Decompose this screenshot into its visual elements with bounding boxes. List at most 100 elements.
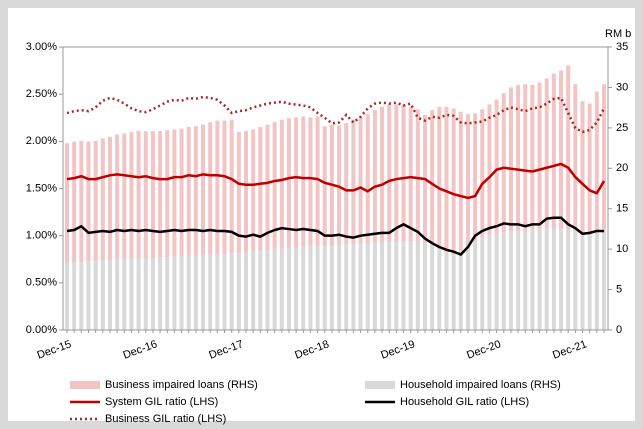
bar (129, 258, 134, 330)
legend-label: Business GIL ratio (LHS) (105, 413, 226, 425)
bar (229, 253, 234, 330)
bar (143, 131, 148, 259)
y2-tick-label: 25 (616, 122, 628, 134)
bar (136, 131, 141, 259)
bar (65, 143, 69, 263)
bar (537, 82, 542, 229)
bar (508, 231, 513, 330)
bar (179, 128, 184, 257)
bar (523, 84, 528, 231)
bar (72, 141, 77, 263)
bar (329, 245, 334, 330)
bar (580, 232, 585, 330)
bar (143, 258, 148, 330)
bar (573, 84, 578, 232)
bar (236, 131, 241, 254)
bar (444, 106, 449, 253)
bar (172, 129, 177, 257)
bar (229, 119, 234, 254)
bar (265, 124, 270, 250)
bar (587, 231, 592, 330)
bar (86, 141, 91, 262)
bar (516, 231, 521, 330)
y-tick-label: 1.50% (26, 182, 57, 194)
legend-label: Business impaired loans (RHS) (105, 379, 258, 391)
bar (322, 245, 327, 330)
bar (158, 131, 163, 258)
bar (201, 254, 206, 330)
bar (537, 228, 542, 330)
bar (100, 138, 105, 261)
bar (301, 246, 306, 330)
bar (487, 234, 492, 330)
bar (136, 258, 141, 330)
bar (236, 253, 241, 330)
bar (115, 134, 120, 260)
bar (437, 249, 442, 330)
bar (516, 85, 521, 232)
bar (286, 118, 291, 248)
bar (351, 119, 356, 245)
y2-tick-label: 35 (616, 41, 628, 53)
bar (401, 241, 406, 330)
bar (465, 114, 470, 246)
bar (193, 126, 198, 256)
bar (150, 258, 155, 330)
bar (193, 255, 198, 330)
bar (107, 136, 112, 261)
bar (394, 104, 399, 242)
y-tick-label: 2.50% (26, 88, 57, 100)
bar (365, 243, 370, 330)
legend-label: Household GIL ratio (LHS) (400, 396, 529, 408)
bar (79, 262, 84, 330)
line (66, 216, 604, 257)
bar (93, 140, 98, 262)
bar (573, 231, 578, 330)
bar (394, 241, 399, 330)
line (66, 162, 606, 200)
bar (473, 113, 478, 242)
bar (315, 245, 320, 330)
bar (165, 257, 170, 330)
y2-tick-label: 15 (616, 203, 628, 215)
bar (308, 117, 313, 247)
y2-tick-label: 0 (616, 324, 622, 336)
bar (401, 104, 406, 242)
bar (480, 109, 485, 238)
bar (93, 261, 98, 330)
bar (344, 123, 349, 245)
bar (122, 259, 127, 330)
bar (244, 252, 248, 330)
bar (408, 106, 413, 242)
bar (594, 91, 599, 231)
bar (444, 252, 449, 330)
bar (380, 106, 385, 243)
bar (107, 260, 112, 330)
bar (265, 249, 270, 330)
bar (215, 120, 220, 254)
bar (337, 125, 342, 246)
y-tick-label: 0.50% (26, 277, 57, 289)
bar (508, 87, 513, 232)
bar (100, 260, 105, 330)
legend-label: Household impaired loans (RHS) (400, 379, 561, 391)
y2-tick-label: 30 (616, 81, 628, 93)
bar (465, 245, 470, 330)
y-tick-label: 1.00% (26, 230, 57, 242)
bar (308, 246, 313, 330)
bar (566, 65, 571, 231)
bar (415, 109, 420, 242)
bar (458, 111, 463, 251)
bar (430, 245, 435, 330)
bar (559, 70, 564, 230)
bar (494, 99, 499, 233)
bar (594, 230, 599, 330)
y-tick-label: 3.00% (26, 41, 57, 53)
bar (587, 103, 592, 232)
bar (602, 84, 606, 230)
bar (158, 257, 163, 330)
bar (408, 241, 413, 330)
bar (86, 261, 91, 330)
bar (458, 250, 463, 330)
